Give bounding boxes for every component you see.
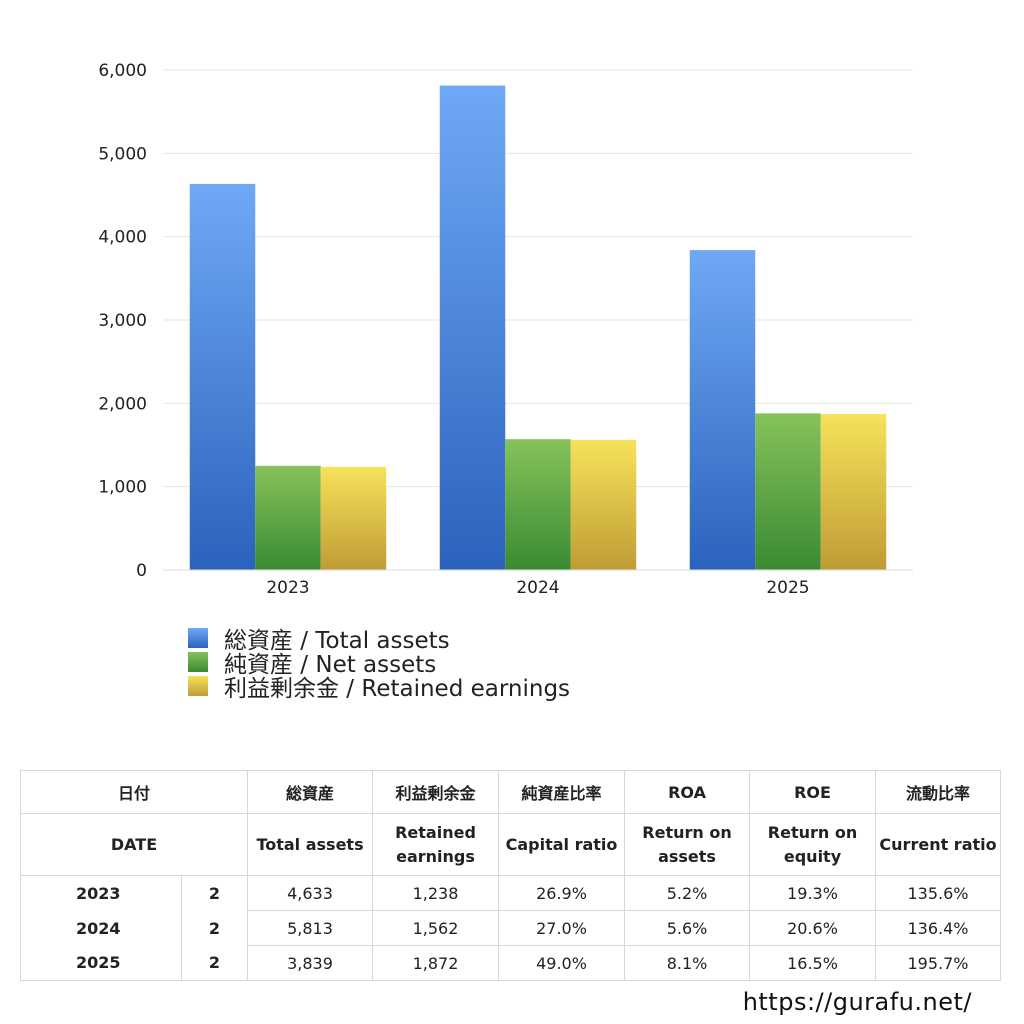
header-roa-en: Return on assets bbox=[624, 813, 751, 876]
cell-roe: 19.3% bbox=[749, 875, 877, 911]
cell-roa: 5.2% bbox=[624, 875, 751, 911]
header-date-en: DATE bbox=[19, 813, 249, 876]
bar-retained-earnings bbox=[320, 466, 387, 570]
header-current-ratio-en: Current ratio bbox=[875, 813, 1002, 876]
header-roe-jp: ROE bbox=[749, 770, 877, 814]
legend-label-retained-earnings: 利益剰余金 / Retained earnings bbox=[224, 676, 571, 702]
row-year: 2024 bbox=[20, 910, 182, 946]
cell-roe: 16.5% bbox=[749, 945, 877, 981]
cell-total-assets: 4,633 bbox=[247, 875, 374, 911]
bar-net-assets bbox=[255, 465, 321, 570]
header-retained-earnings-jp: 利益剰余金 bbox=[372, 770, 500, 814]
cell-current-ratio: 195.7% bbox=[875, 945, 1002, 981]
legend-item-net-assets: 純資産 / Net assets bbox=[188, 650, 570, 678]
table-header-en-row: DATE Total assets Retained earnings Capi… bbox=[19, 813, 1002, 876]
legend-swatch-net-assets bbox=[188, 652, 208, 672]
cell-capital-ratio: 27.0% bbox=[498, 910, 626, 946]
header-capital-ratio-en: Capital ratio bbox=[498, 813, 626, 876]
table-row: 2025 2 3,839 1,872 49.0% 8.1% 16.5% 195.… bbox=[20, 945, 1002, 981]
legend-swatch-total-assets bbox=[188, 628, 208, 648]
cell-roe: 20.6% bbox=[749, 910, 877, 946]
legend-item-total-assets: 総資産 / Total assets bbox=[188, 626, 570, 654]
cell-retained-earnings: 1,238 bbox=[372, 875, 500, 911]
legend-item-retained-earnings: 利益剰余金 / Retained earnings bbox=[188, 674, 570, 702]
header-roe-en-line2: equity bbox=[783, 846, 842, 866]
header-roa-en-line1: Return on bbox=[642, 822, 732, 842]
row-flag: 2 bbox=[180, 945, 249, 981]
y-tick-label: 6,000 bbox=[98, 61, 147, 81]
site-url[interactable]: https://gurafu.net/ bbox=[742, 988, 972, 1016]
table-row: 2023 2 4,633 1,238 26.9% 5.2% 19.3% 135.… bbox=[20, 875, 1002, 911]
table-row: 2024 2 5,813 1,562 27.0% 5.6% 20.6% 136.… bbox=[20, 910, 1002, 946]
header-roa-jp: ROA bbox=[624, 770, 751, 814]
cell-roa: 5.6% bbox=[624, 910, 751, 946]
row-year: 2023 bbox=[20, 875, 182, 911]
y-tick-label: 1,000 bbox=[98, 478, 147, 498]
y-tick-label: 5,000 bbox=[98, 144, 147, 164]
header-retained-earnings-en: Retained earnings bbox=[372, 813, 500, 876]
bar-retained-earnings bbox=[570, 439, 637, 570]
cell-capital-ratio: 49.0% bbox=[498, 945, 626, 981]
y-tick-label: 4,000 bbox=[98, 228, 147, 248]
header-roe-en: Return on equity bbox=[749, 813, 877, 876]
x-tick-label: 2024 bbox=[516, 578, 559, 598]
legend-label-net-assets: 純資産 / Net assets bbox=[224, 652, 437, 678]
cell-current-ratio: 136.4% bbox=[875, 910, 1002, 946]
cell-retained-earnings: 1,562 bbox=[372, 910, 500, 946]
cell-retained-earnings: 1,872 bbox=[372, 945, 500, 981]
row-flag: 2 bbox=[180, 875, 249, 911]
cell-total-assets: 5,813 bbox=[247, 910, 374, 946]
row-flag: 2 bbox=[180, 910, 249, 946]
bar-total-assets bbox=[439, 85, 506, 570]
header-retained-earnings-en-line2: earnings bbox=[396, 846, 475, 866]
row-year: 2025 bbox=[20, 945, 182, 981]
header-retained-earnings-en-line1: Retained bbox=[395, 822, 476, 842]
y-tick-label: 3,000 bbox=[98, 311, 147, 331]
bar-total-assets bbox=[189, 183, 256, 570]
financial-summary-table: 日付 総資産 利益剰余金 純資産比率 ROA ROE 流動比率 DATE Tot… bbox=[19, 770, 1002, 981]
x-tick-label: 2023 bbox=[266, 578, 309, 598]
bar-total-assets bbox=[689, 250, 756, 571]
header-capital-ratio-jp: 純資産比率 bbox=[498, 770, 626, 814]
cell-capital-ratio: 26.9% bbox=[498, 875, 626, 911]
legend-label-total-assets: 総資産 / Total assets bbox=[224, 628, 450, 654]
bar-net-assets bbox=[755, 413, 821, 570]
header-total-assets-jp: 総資産 bbox=[247, 770, 374, 814]
legend-swatch-retained-earnings bbox=[188, 676, 208, 696]
chart-legend: 総資産 / Total assets 純資産 / Net assets 利益剰余… bbox=[188, 626, 570, 702]
y-tick-label: 2,000 bbox=[98, 394, 147, 414]
bar-retained-earnings bbox=[820, 414, 887, 570]
bar-net-assets bbox=[505, 439, 571, 570]
cell-total-assets: 3,839 bbox=[247, 945, 374, 981]
cell-current-ratio: 135.6% bbox=[875, 875, 1002, 911]
x-tick-label: 2025 bbox=[766, 578, 809, 598]
bar-chart: 0 1,000 2,000 3,000 4,000 5,000 6,000 2023 2024 2… bbox=[98, 61, 913, 598]
y-tick-label: 0 bbox=[136, 561, 147, 581]
header-date-jp: 日付 bbox=[19, 770, 249, 814]
header-current-ratio-jp: 流動比率 bbox=[875, 770, 1002, 814]
cell-roa: 8.1% bbox=[624, 945, 751, 981]
header-roa-en-line2: assets bbox=[658, 846, 716, 866]
header-roe-en-line1: Return on bbox=[767, 822, 858, 842]
table-header-jp-row: 日付 総資産 利益剰余金 純資産比率 ROA ROE 流動比率 bbox=[19, 770, 1002, 814]
header-total-assets-en: Total assets bbox=[247, 813, 374, 876]
